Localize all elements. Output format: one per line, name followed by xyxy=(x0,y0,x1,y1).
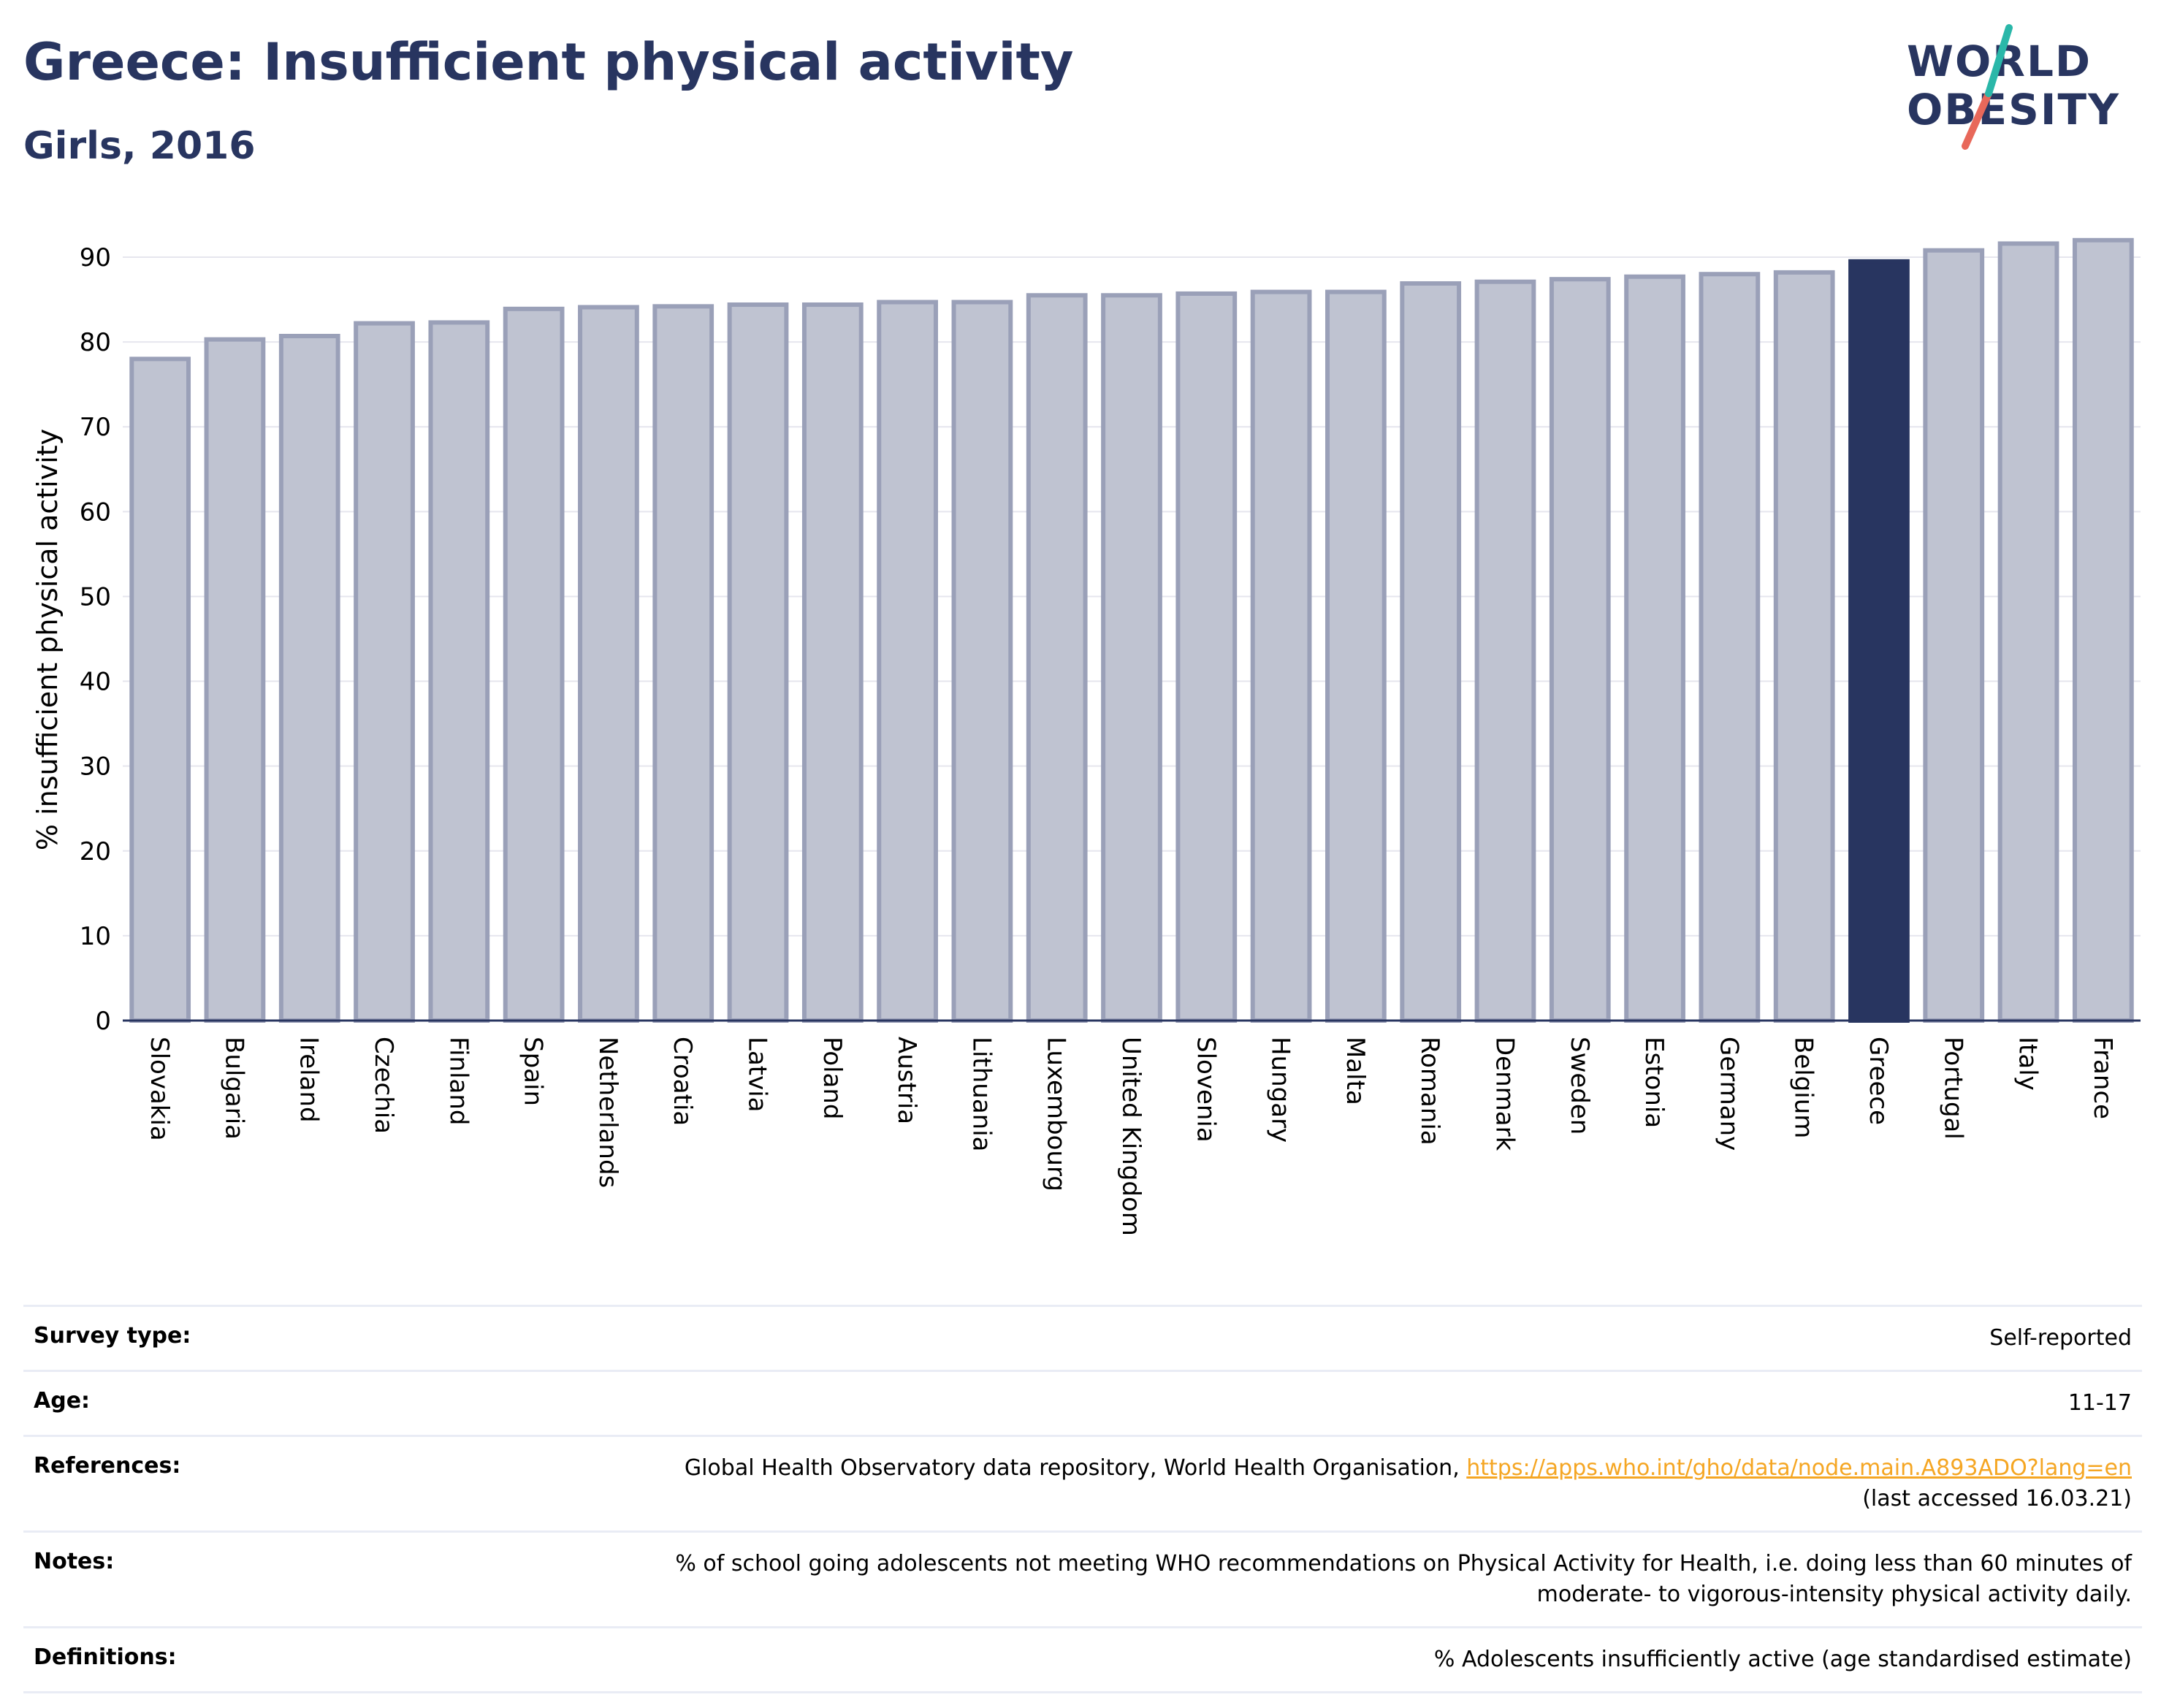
x-tick-label: United Kingdom xyxy=(1116,1037,1146,1236)
world-obesity-logo: WORLD OBESITY xyxy=(1907,22,2148,161)
bar-netherlands xyxy=(578,305,639,1023)
x-tick-label: Slovakia xyxy=(145,1037,174,1141)
bars xyxy=(129,237,2134,1023)
x-tick-label: Malta xyxy=(1341,1037,1370,1105)
bar-austria xyxy=(877,300,938,1023)
bar-greece xyxy=(1848,259,1910,1023)
meta-value: Self-reported xyxy=(482,1305,2142,1371)
axes: 0 10 20 30 40 50 60 70 80 90 Slovakia Bulgaria Irela… xyxy=(80,243,2141,1236)
chart-title: Greece: Insufficient physical activity xyxy=(23,32,1074,92)
meta-row-definitions: Definitions: % Adolescents insufficientl… xyxy=(23,1626,2142,1693)
logo-slash-icon xyxy=(1962,24,2013,150)
meta-label: Notes: xyxy=(23,1530,482,1628)
y-tick-label: 0 xyxy=(95,1007,111,1036)
meta-row-references: References: Global Health Observatory da… xyxy=(23,1435,2142,1532)
meta-value: % of school going adolescents not meetin… xyxy=(482,1530,2142,1628)
x-tick-label: Latvia xyxy=(743,1037,772,1113)
bar-estonia xyxy=(1624,274,1685,1023)
meta-label: References: xyxy=(23,1435,482,1532)
x-tick-label: Sweden xyxy=(1565,1037,1594,1135)
x-tick-label: Denmark xyxy=(1490,1037,1519,1151)
metadata-table: Survey type: Self-reported Age: 11-17 Re… xyxy=(23,1305,2142,1693)
meta-row-survey-type: Survey type: Self-reported xyxy=(23,1305,2142,1371)
references-link[interactable]: https://apps.who.int/gho/data/node.main.… xyxy=(1466,1455,2132,1481)
x-tick-label: Germany xyxy=(1714,1037,1743,1151)
y-tick-label: 50 xyxy=(80,582,111,611)
bar-spain xyxy=(503,306,565,1023)
bar-poland xyxy=(801,302,864,1023)
bar-lithuania xyxy=(951,300,1013,1023)
references-text: Global Health Observatory data repositor… xyxy=(684,1455,1467,1481)
meta-value: 11-17 xyxy=(482,1370,2142,1436)
x-tick-label: Finland xyxy=(443,1037,473,1126)
x-tick-label: Poland xyxy=(817,1037,847,1120)
y-tick-label: 70 xyxy=(80,413,111,442)
bar-latvia xyxy=(727,302,789,1023)
bar-slovenia xyxy=(1175,291,1238,1023)
bar-croatia xyxy=(652,304,714,1023)
x-tick-label: Estonia xyxy=(1639,1037,1669,1128)
y-tick-label: 40 xyxy=(80,668,111,697)
references-note: (last accessed 16.03.21) xyxy=(1862,1486,2132,1511)
x-tick-label: Czechia xyxy=(369,1037,398,1134)
bar-czechia xyxy=(354,321,415,1023)
bar-belgium xyxy=(1773,270,1835,1023)
y-tick-label: 20 xyxy=(80,837,111,866)
notes-line-2: moderate- to vigorous-intensity physical… xyxy=(1536,1582,2132,1607)
y-tick-label: 60 xyxy=(80,497,111,527)
x-tick-label: Romania xyxy=(1415,1037,1444,1145)
meta-label: Definitions: xyxy=(23,1626,482,1693)
x-tick-label: Luxembourg xyxy=(1042,1037,1071,1192)
bar-bulgaria xyxy=(204,337,266,1023)
bar-slovakia xyxy=(129,357,191,1023)
meta-row-notes: Notes: % of school going adolescents not… xyxy=(23,1530,2142,1628)
x-tick-label: Croatia xyxy=(668,1037,697,1126)
bar-portugal xyxy=(1923,248,1985,1023)
y-tick-label: 80 xyxy=(80,328,111,357)
bar-luxembourg xyxy=(1026,293,1088,1023)
bar-malta xyxy=(1325,289,1387,1023)
x-tick-label: France xyxy=(2088,1037,2117,1119)
x-tick-label: Lithuania xyxy=(967,1037,996,1151)
x-tick-label: Belgium xyxy=(1789,1037,1818,1138)
chart-subtitle: Girls, 2016 xyxy=(23,124,256,168)
bar-sweden xyxy=(1549,277,1611,1023)
x-tick-label: Ireland xyxy=(294,1037,324,1123)
x-tick-label: Greece xyxy=(1864,1037,1893,1125)
x-tick-label: Hungary xyxy=(1266,1037,1295,1143)
bar-hungary xyxy=(1250,289,1312,1023)
y-tick-label: 10 xyxy=(80,922,111,951)
bar-romania xyxy=(1400,281,1462,1023)
notes-line-1: % of school going adolescents not meetin… xyxy=(675,1551,2132,1577)
bar-ireland xyxy=(278,333,340,1023)
meta-label: Survey type: xyxy=(23,1305,482,1371)
y-tick-label: 90 xyxy=(80,243,111,272)
bar-denmark xyxy=(1474,279,1536,1023)
meta-value: % Adolescents insufficiently active (age… xyxy=(482,1626,2142,1693)
meta-row-age: Age: 11-17 xyxy=(23,1370,2142,1436)
x-tick-label: Netherlands xyxy=(593,1037,622,1188)
x-tick-label: Portugal xyxy=(1938,1037,1967,1140)
bar-france xyxy=(2072,237,2134,1023)
bar-finland xyxy=(428,320,490,1023)
y-tick-label: 30 xyxy=(80,752,111,782)
x-tick-label: Italy xyxy=(2013,1037,2043,1091)
x-tick-label: Slovenia xyxy=(1191,1037,1220,1143)
meta-label: Age: xyxy=(23,1370,482,1436)
y-axis-title: % insufficient physical activity xyxy=(31,429,64,850)
logo-word-obesity: OBESITY xyxy=(1907,85,2121,134)
x-tick-label: Spain xyxy=(519,1037,548,1106)
x-tick-label: Austria xyxy=(892,1037,921,1124)
bar-chart: 0 10 20 30 40 50 60 70 80 90 Slovakia Bulgaria Irela… xyxy=(31,237,2141,1236)
bar-united-kingdom xyxy=(1101,293,1162,1023)
bar-italy xyxy=(1997,241,2059,1023)
bar-germany xyxy=(1699,272,1761,1023)
meta-value: Global Health Observatory data repositor… xyxy=(482,1435,2142,1532)
x-tick-label: Bulgaria xyxy=(219,1037,248,1140)
